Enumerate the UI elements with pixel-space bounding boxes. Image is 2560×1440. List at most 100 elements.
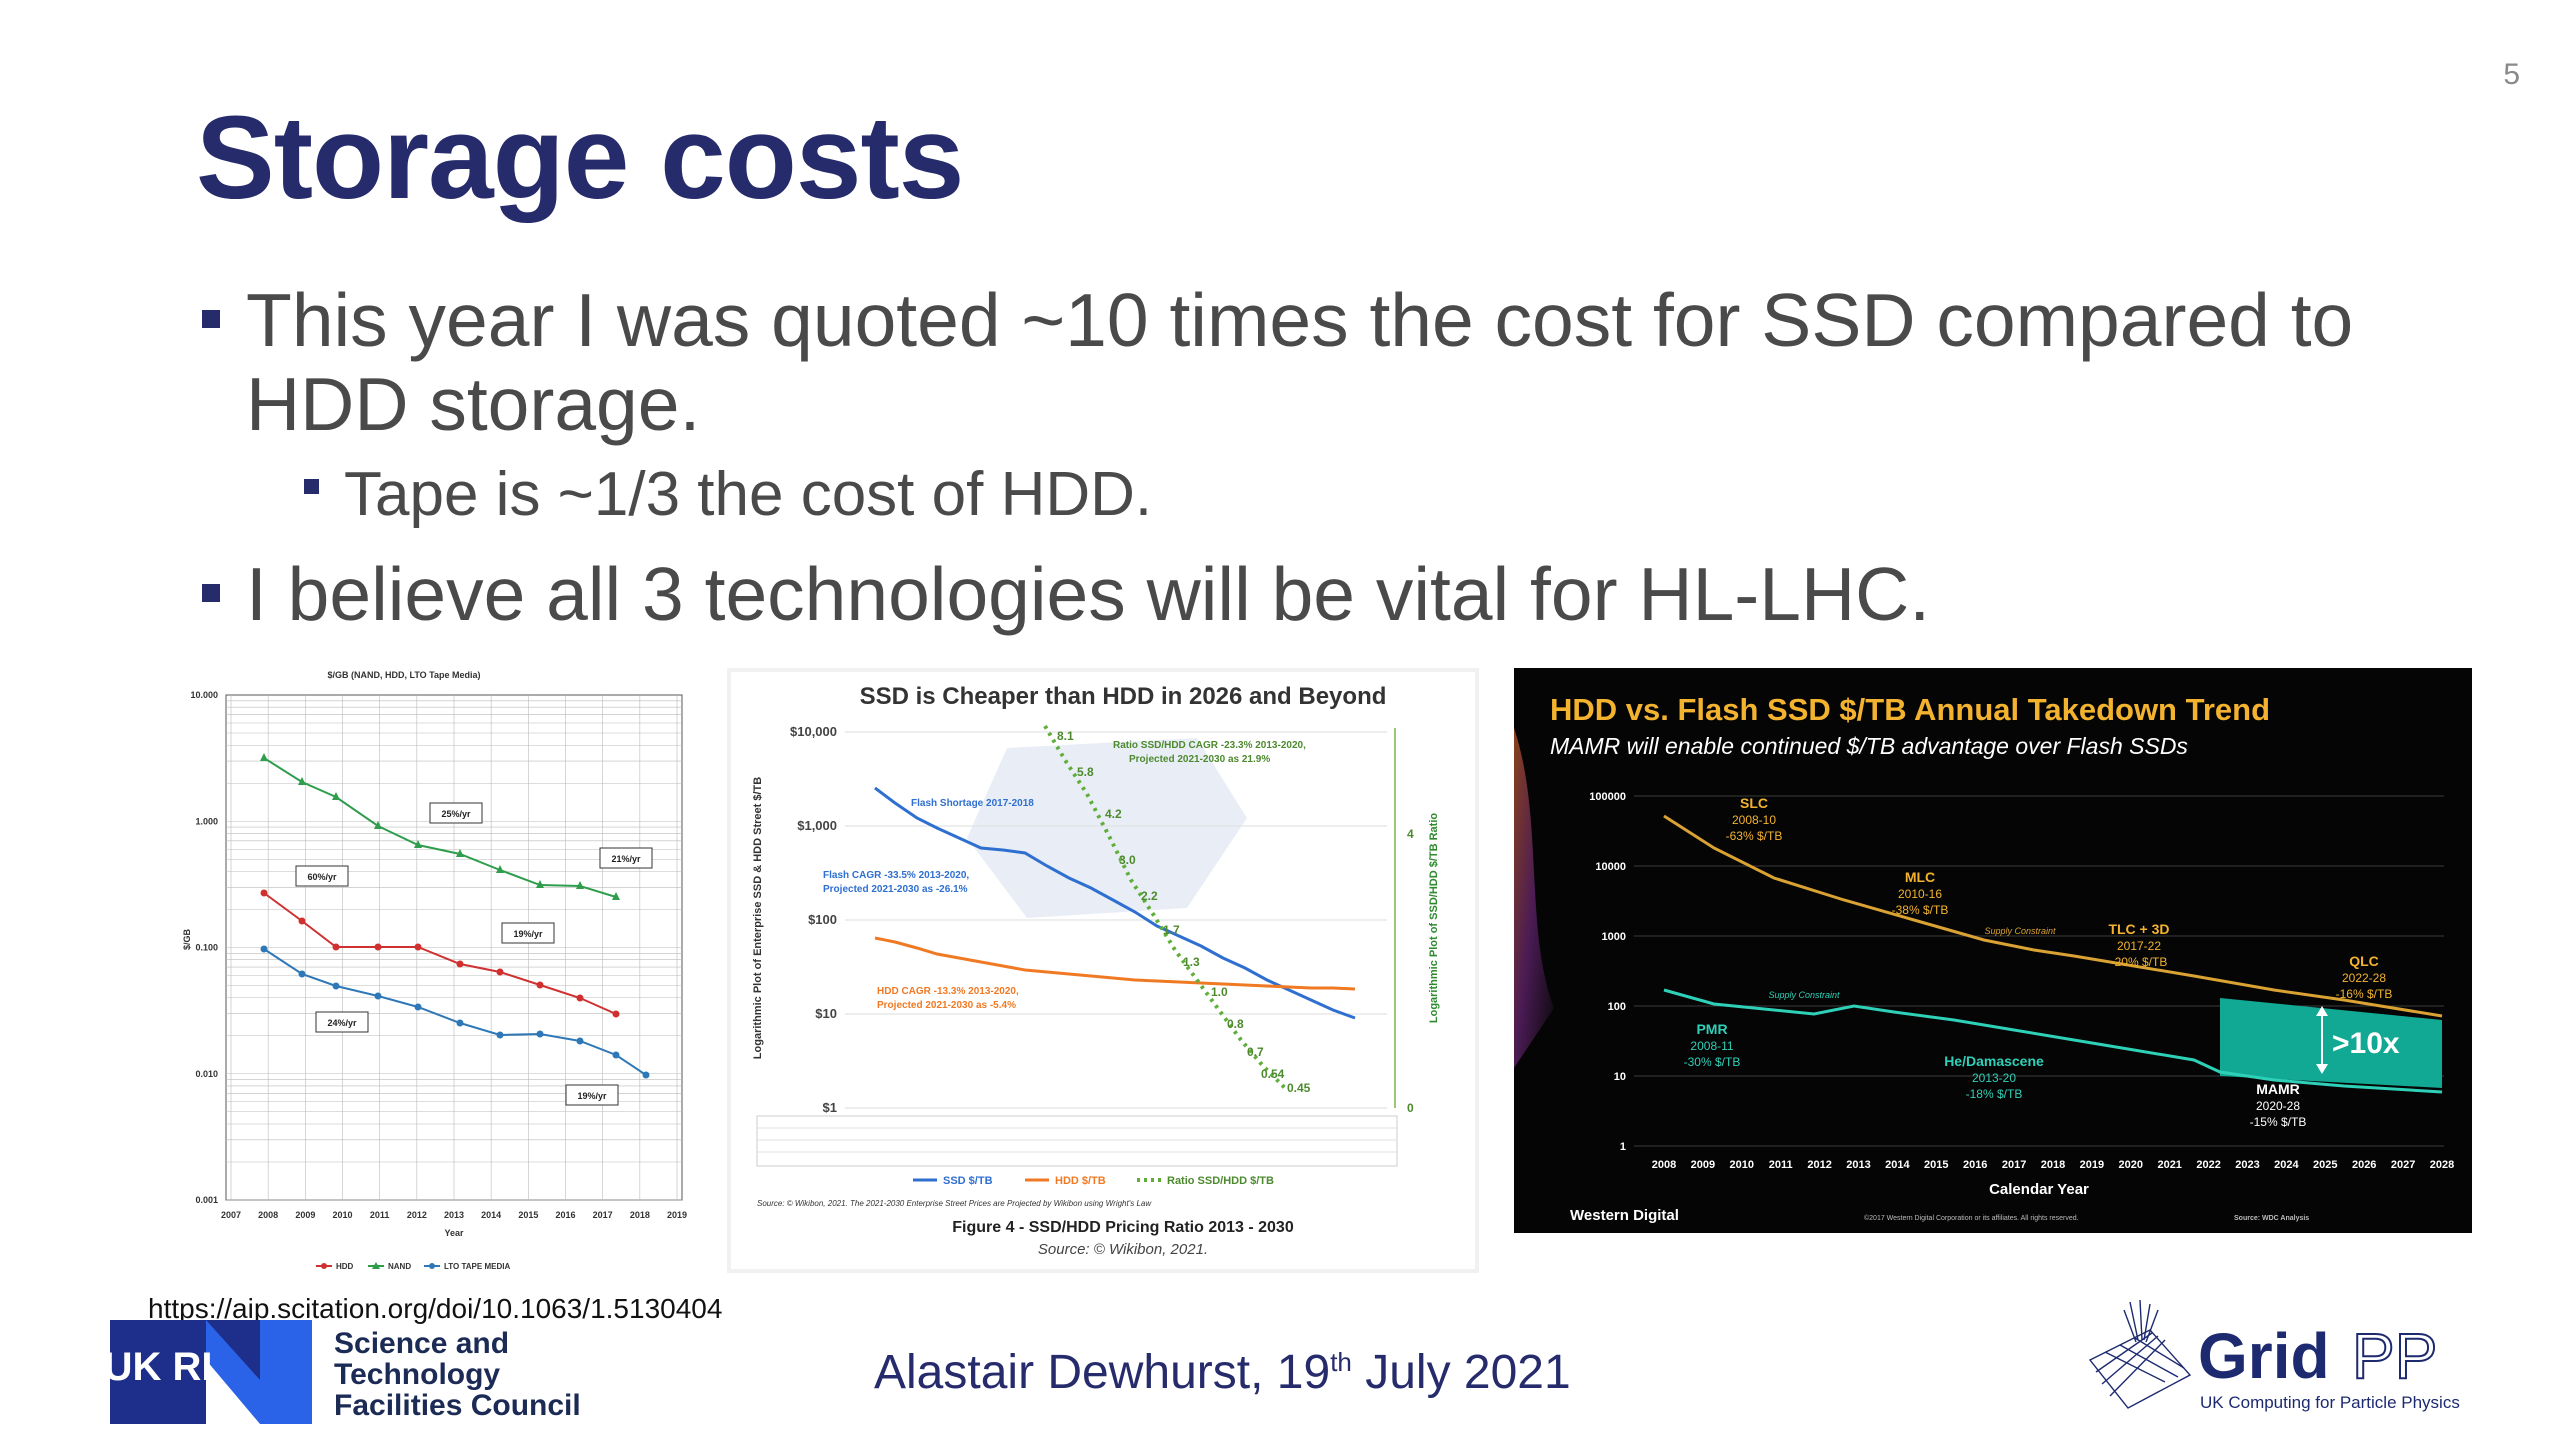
left-xtick: 2008 (258, 1210, 278, 1220)
lbl-qlc-rate: -16% $/TB (2336, 987, 2393, 1001)
bullet-2: I believe all 3 technologies will be vit… (202, 552, 1931, 636)
nand-point (536, 880, 544, 888)
anno-21: 21%/yr (611, 854, 641, 864)
right-ytick: 100 (1608, 1001, 1626, 1013)
slide-title: Storage costs (196, 92, 964, 224)
right-source: Source: WDC Analysis (2234, 1215, 2309, 1222)
mid-ylabel: Logarithmic Plot of Enterprise SSD & HDD… (752, 777, 764, 1059)
lbl-tlc-yr: 2017-22 (2117, 939, 2161, 953)
left-ytick: 0.001 (195, 1195, 218, 1205)
lbl-mlc-rate: -38% $/TB (1892, 903, 1949, 917)
bullet-1-cont: HDD storage. (246, 362, 700, 446)
anno-19b: 19%/yr (577, 1091, 607, 1101)
left-xtick: 2009 (295, 1210, 315, 1220)
right-xtick: 2019 (2080, 1159, 2104, 1171)
right-xtick: 2018 (2041, 1159, 2065, 1171)
lbl-he: He/Damascene (1944, 1053, 2044, 1069)
ratio-series-line (1043, 724, 1287, 1090)
right-xtick: 2008 (1652, 1159, 1676, 1171)
hdd-series-line (874, 936, 1356, 991)
mid-anno-flash-proj: Projected 2021-2030 as -26.1% (823, 884, 968, 895)
nand-point (298, 777, 306, 785)
presenter-date: Alastair Dewhurst, 19th July 2021 (874, 1345, 1571, 1400)
left-xtick: 2014 (481, 1210, 501, 1220)
chart-right-image: HDD vs. Flash SSD $/TB Annual Takedown T… (1514, 668, 2472, 1233)
left-xtick: 2010 (332, 1210, 352, 1220)
gridpp-pp-text: PP (2352, 1320, 2437, 1392)
lbl-mlc-yr: 2010-16 (1898, 887, 1942, 901)
gridpp-subtitle: UK Computing for Particle Physics (2200, 1393, 2460, 1412)
right-xtick: 2009 (1691, 1159, 1715, 1171)
presenter-date-rest: July 2021 (1351, 1346, 1571, 1399)
chart-middle-image: SSD is Cheaper than HDD in 2026 and Beyo… (727, 668, 1479, 1273)
mid-anno-ratio-cagr: Ratio SSD/HDD CAGR -23.3% 2013-2020, (1113, 740, 1306, 751)
bullet-1-text-cont: HDD storage. (246, 362, 701, 446)
nand-point (414, 840, 422, 848)
legend-hdd: HDD (336, 1262, 354, 1271)
lbl-mamr: MAMR (2256, 1081, 2300, 1097)
hdd-point (496, 968, 504, 976)
source-url[interactable]: https://aip.scitation.org/doi/10.1063/1.… (148, 1293, 723, 1324)
right-xtick: 2013 (1846, 1159, 1870, 1171)
ratio-label: 4.2 (1105, 807, 1122, 821)
right-ytick: 10 (1614, 1071, 1626, 1083)
lbl-mamr-rate: -15% $/TB (2250, 1115, 2307, 1129)
tape-point (414, 1003, 422, 1011)
mid-ytick-1: $1,000 (797, 818, 837, 833)
lbl-pmr: PMR (1696, 1021, 1727, 1037)
mid-ytick-3: $10 (815, 1006, 837, 1021)
tape-point (496, 1031, 504, 1039)
stfc-line-1: Science and (334, 1327, 510, 1360)
presenter-sup: th (1330, 1347, 1352, 1377)
chart-middle-title: SSD is Cheaper than HDD in 2026 and Beyo… (860, 683, 1387, 710)
mid-anno-ratio-proj: Projected 2021-2030 as 21.9% (1129, 754, 1270, 765)
left-xtick: 2011 (370, 1210, 390, 1220)
right-ytick: 10000 (1595, 861, 1626, 873)
ukri-logo: UK RI (104, 1320, 312, 1424)
right-xtick: 2020 (2119, 1159, 2143, 1171)
lbl-tlc-rate: -20% $/TB (2111, 955, 2168, 969)
nand-point (260, 753, 268, 761)
mid-legend-ssd: SSD $/TB (943, 1175, 993, 1187)
hdd-series-line (263, 892, 617, 1015)
left-ytick: 0.010 (195, 1069, 218, 1079)
presenter-name: Alastair Dewhurst, 19 (874, 1346, 1331, 1399)
right-xtick: 2026 (2352, 1159, 2376, 1171)
right-xtick: 2023 (2235, 1159, 2259, 1171)
nand-point (612, 892, 620, 900)
stfc-line-2: Technology (334, 1358, 501, 1391)
chart-left-ylabel: $/GB (182, 928, 192, 950)
ratio-label: 0.7 (1247, 1045, 1264, 1059)
mid-legend-ratio: Ratio SSD/HDD $/TB (1167, 1175, 1274, 1187)
left-xtick: 2016 (555, 1210, 575, 1220)
ratio-label: 2.2 (1141, 889, 1158, 903)
left-xtick: 2012 (407, 1210, 427, 1220)
hdd-point (414, 943, 422, 951)
left-xtick: 2015 (518, 1210, 538, 1220)
hdd-point (298, 917, 306, 925)
bullet-1-text: This year I was quoted ~10 times the cos… (246, 278, 2354, 362)
nand-point (332, 792, 340, 800)
right-xtick: 2012 (1807, 1159, 1831, 1171)
right-copyright: ©2017 Western Digital Corporation or its… (1864, 1214, 2079, 1222)
hdd-point (260, 889, 268, 897)
left-xtick: 2019 (667, 1210, 687, 1220)
left-xtick: 2007 (221, 1210, 241, 1220)
tape-point (260, 945, 268, 953)
mid-rtick-0: 0 (1407, 1101, 1414, 1115)
mid-legend-hdd: HDD $/TB (1055, 1175, 1106, 1187)
mid-anno-hdd-cagr: HDD CAGR -13.3% 2013-2020, (877, 986, 1019, 997)
mid-rtick-4: 4 (1407, 827, 1414, 841)
left-ytick: 0.100 (195, 943, 218, 953)
right-xtick: 2028 (2430, 1159, 2454, 1171)
gridpp-logo: Grid PP UK Computing for Particle Physic… (2080, 1299, 2480, 1430)
right-xlabel: Calendar Year (1989, 1181, 2089, 1198)
bullet-2-text: I believe all 3 technologies will be vit… (246, 552, 1931, 636)
right-brand: Western Digital (1570, 1207, 1679, 1224)
right-ytick: 1000 (1602, 931, 1626, 943)
anno-19a: 19%/yr (513, 929, 543, 939)
lbl-mamr-yr: 2020-28 (2256, 1099, 2300, 1113)
right-xtick: 2025 (2313, 1159, 2337, 1171)
mid-source-note: Source: © Wikibon, 2021. The 2021-2030 E… (757, 1199, 1152, 1208)
hdd-point (374, 943, 382, 951)
